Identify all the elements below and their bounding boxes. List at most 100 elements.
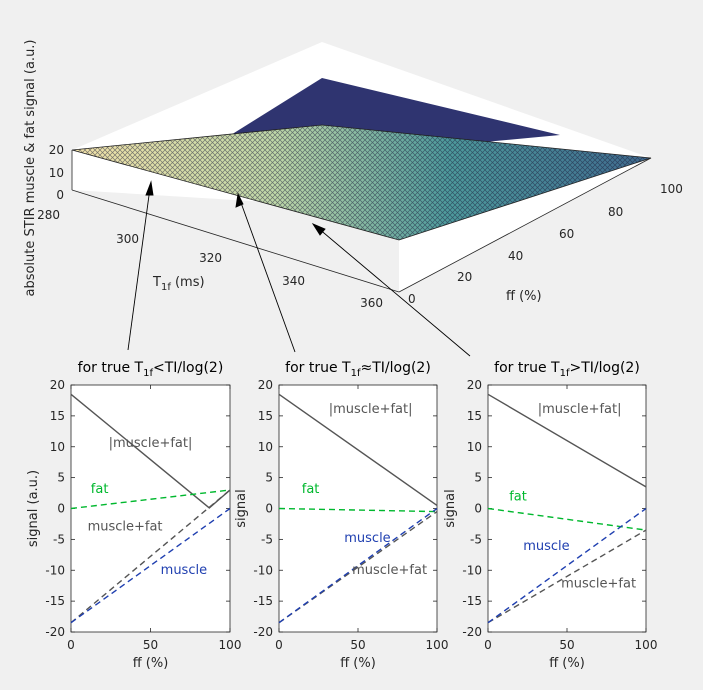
y-tick-label: -5: [261, 532, 273, 546]
series-label: fat: [509, 489, 527, 504]
y-tick-label: 0: [265, 502, 273, 516]
series-line-muscle-fat: [70, 489, 231, 624]
x-tick-label: 100: [426, 638, 449, 652]
series-line-muscle-fat: [487, 393, 647, 488]
t1-tick: 300: [116, 232, 139, 246]
x-axis-label: ff (%): [340, 656, 376, 671]
series-label: muscle: [161, 563, 207, 578]
z-tick: 0: [56, 188, 64, 202]
y-tick-label: 15: [50, 409, 65, 423]
surface-t1-axis-line: [71, 189, 400, 293]
series-label: muscle+fat: [352, 563, 427, 578]
y-tick-label: -15: [462, 594, 482, 608]
y-tick-label: 15: [467, 409, 482, 423]
annotation-arrows: [127, 180, 471, 357]
plot-area: [278, 384, 438, 633]
series-line-fat: [487, 507, 647, 531]
y-tick-label: 5: [265, 471, 273, 485]
x-tick-label: 0: [67, 638, 75, 652]
y-axis-label: signal: [443, 489, 458, 527]
series-line-muscle-fat: [278, 393, 438, 506]
series-label: |muscle+fat|: [109, 436, 193, 451]
y-tick-label: 5: [57, 471, 65, 485]
line-chart-high-t1: for true T1f>TI/log(2)20151050-5-10-15-2…: [443, 360, 657, 671]
t1-tick: 320: [199, 251, 222, 265]
ff-tick: 100: [660, 182, 683, 196]
y-axis-label: signal: [234, 489, 249, 527]
y-axis-label: signal (a.u.): [26, 470, 41, 547]
t1-axis-label: T1f (ms): [152, 275, 205, 293]
ff-tick: 20: [457, 270, 472, 284]
series-line-fat: [278, 507, 438, 513]
x-tick-label: 0: [484, 638, 492, 652]
y-tick-label: 0: [474, 502, 482, 516]
y-tick-label: 10: [258, 440, 273, 454]
arrow-line-left: [127, 187, 151, 351]
series-line-muscle: [70, 507, 231, 624]
y-tick-label: -20: [462, 625, 482, 639]
x-axis-label: ff (%): [549, 656, 585, 671]
arrow-head-right: [311, 223, 326, 236]
ff-tick: 0: [408, 292, 416, 306]
series-line-fat: [70, 489, 231, 510]
arrow-line-right: [317, 227, 471, 357]
x-tick-label: 100: [219, 638, 242, 652]
y-tick-label: 0: [57, 502, 65, 516]
surface-ff-axis-line: [398, 157, 652, 293]
series-line-muscle: [487, 507, 647, 624]
series-line-muscle-fat: [487, 529, 647, 624]
y-tick-label: -15: [45, 594, 65, 608]
series-label: |muscle+fat|: [329, 402, 413, 417]
y-tick-label: -10: [45, 563, 65, 577]
y-tick-label: 20: [258, 378, 273, 392]
arrow-line-middle: [239, 199, 296, 353]
chart-title: for true T1f<TI/log(2): [78, 360, 224, 379]
x-tick-label: 50: [559, 638, 574, 652]
y-tick-label: -20: [253, 625, 273, 639]
chart-title: for true T1f>TI/log(2): [494, 360, 640, 379]
y-tick-label: -5: [470, 532, 482, 546]
series-label: muscle+fat: [561, 577, 636, 592]
series-label: muscle: [523, 539, 569, 554]
y-tick-label: -10: [462, 563, 482, 577]
ff-tick: 80: [608, 205, 623, 219]
y-tick-label: 20: [50, 378, 65, 392]
plot-area: [70, 384, 231, 633]
series-label: |muscle+fat|: [538, 402, 622, 417]
z-tick: 20: [49, 143, 64, 157]
y-tick-label: 10: [467, 440, 482, 454]
z-axis-label: absolute STIR muscle & fat signal (a.u.): [23, 39, 38, 296]
surface-plot: 20 10 0 absolute STIR muscle & fat signa…: [23, 39, 683, 310]
x-tick-label: 100: [635, 638, 658, 652]
ff-axis-label: ff (%): [506, 289, 542, 304]
series-label: muscle: [344, 531, 390, 546]
series-line-muscle: [278, 507, 438, 624]
chart-title: for true T1f≈TI/log(2): [285, 360, 431, 379]
y-tick-label: -15: [253, 594, 273, 608]
z-tick: 10: [49, 166, 64, 180]
series-label: fat: [91, 482, 109, 497]
x-axis-label: ff (%): [133, 656, 169, 671]
line-chart-low-t1: for true T1f<TI/log(2)20151050-5-10-15-2…: [26, 360, 241, 671]
t1-tick: 340: [282, 274, 305, 288]
ff-tick: 60: [559, 227, 574, 241]
series-line-muscle-fat: [70, 393, 231, 509]
y-tick-label: -10: [253, 563, 273, 577]
arrow-head-left: [145, 180, 154, 196]
ff-tick: 40: [508, 249, 523, 263]
y-tick-label: 20: [467, 378, 482, 392]
x-tick-label: 50: [143, 638, 158, 652]
y-tick-label: 10: [50, 440, 65, 454]
t1-tick: 280: [37, 208, 60, 222]
y-tick-label: -20: [45, 625, 65, 639]
y-tick-label: 5: [474, 471, 482, 485]
y-tick-label: -5: [53, 532, 65, 546]
x-tick-label: 0: [275, 638, 283, 652]
arrow-head-middle: [235, 192, 244, 208]
line-chart-equal-t1: for true T1f≈TI/log(2)20151050-5-10-15-2…: [234, 360, 448, 671]
x-tick-label: 50: [350, 638, 365, 652]
y-tick-label: 15: [258, 409, 273, 423]
t1-tick: 360: [360, 296, 383, 310]
plot-area: [487, 384, 647, 633]
